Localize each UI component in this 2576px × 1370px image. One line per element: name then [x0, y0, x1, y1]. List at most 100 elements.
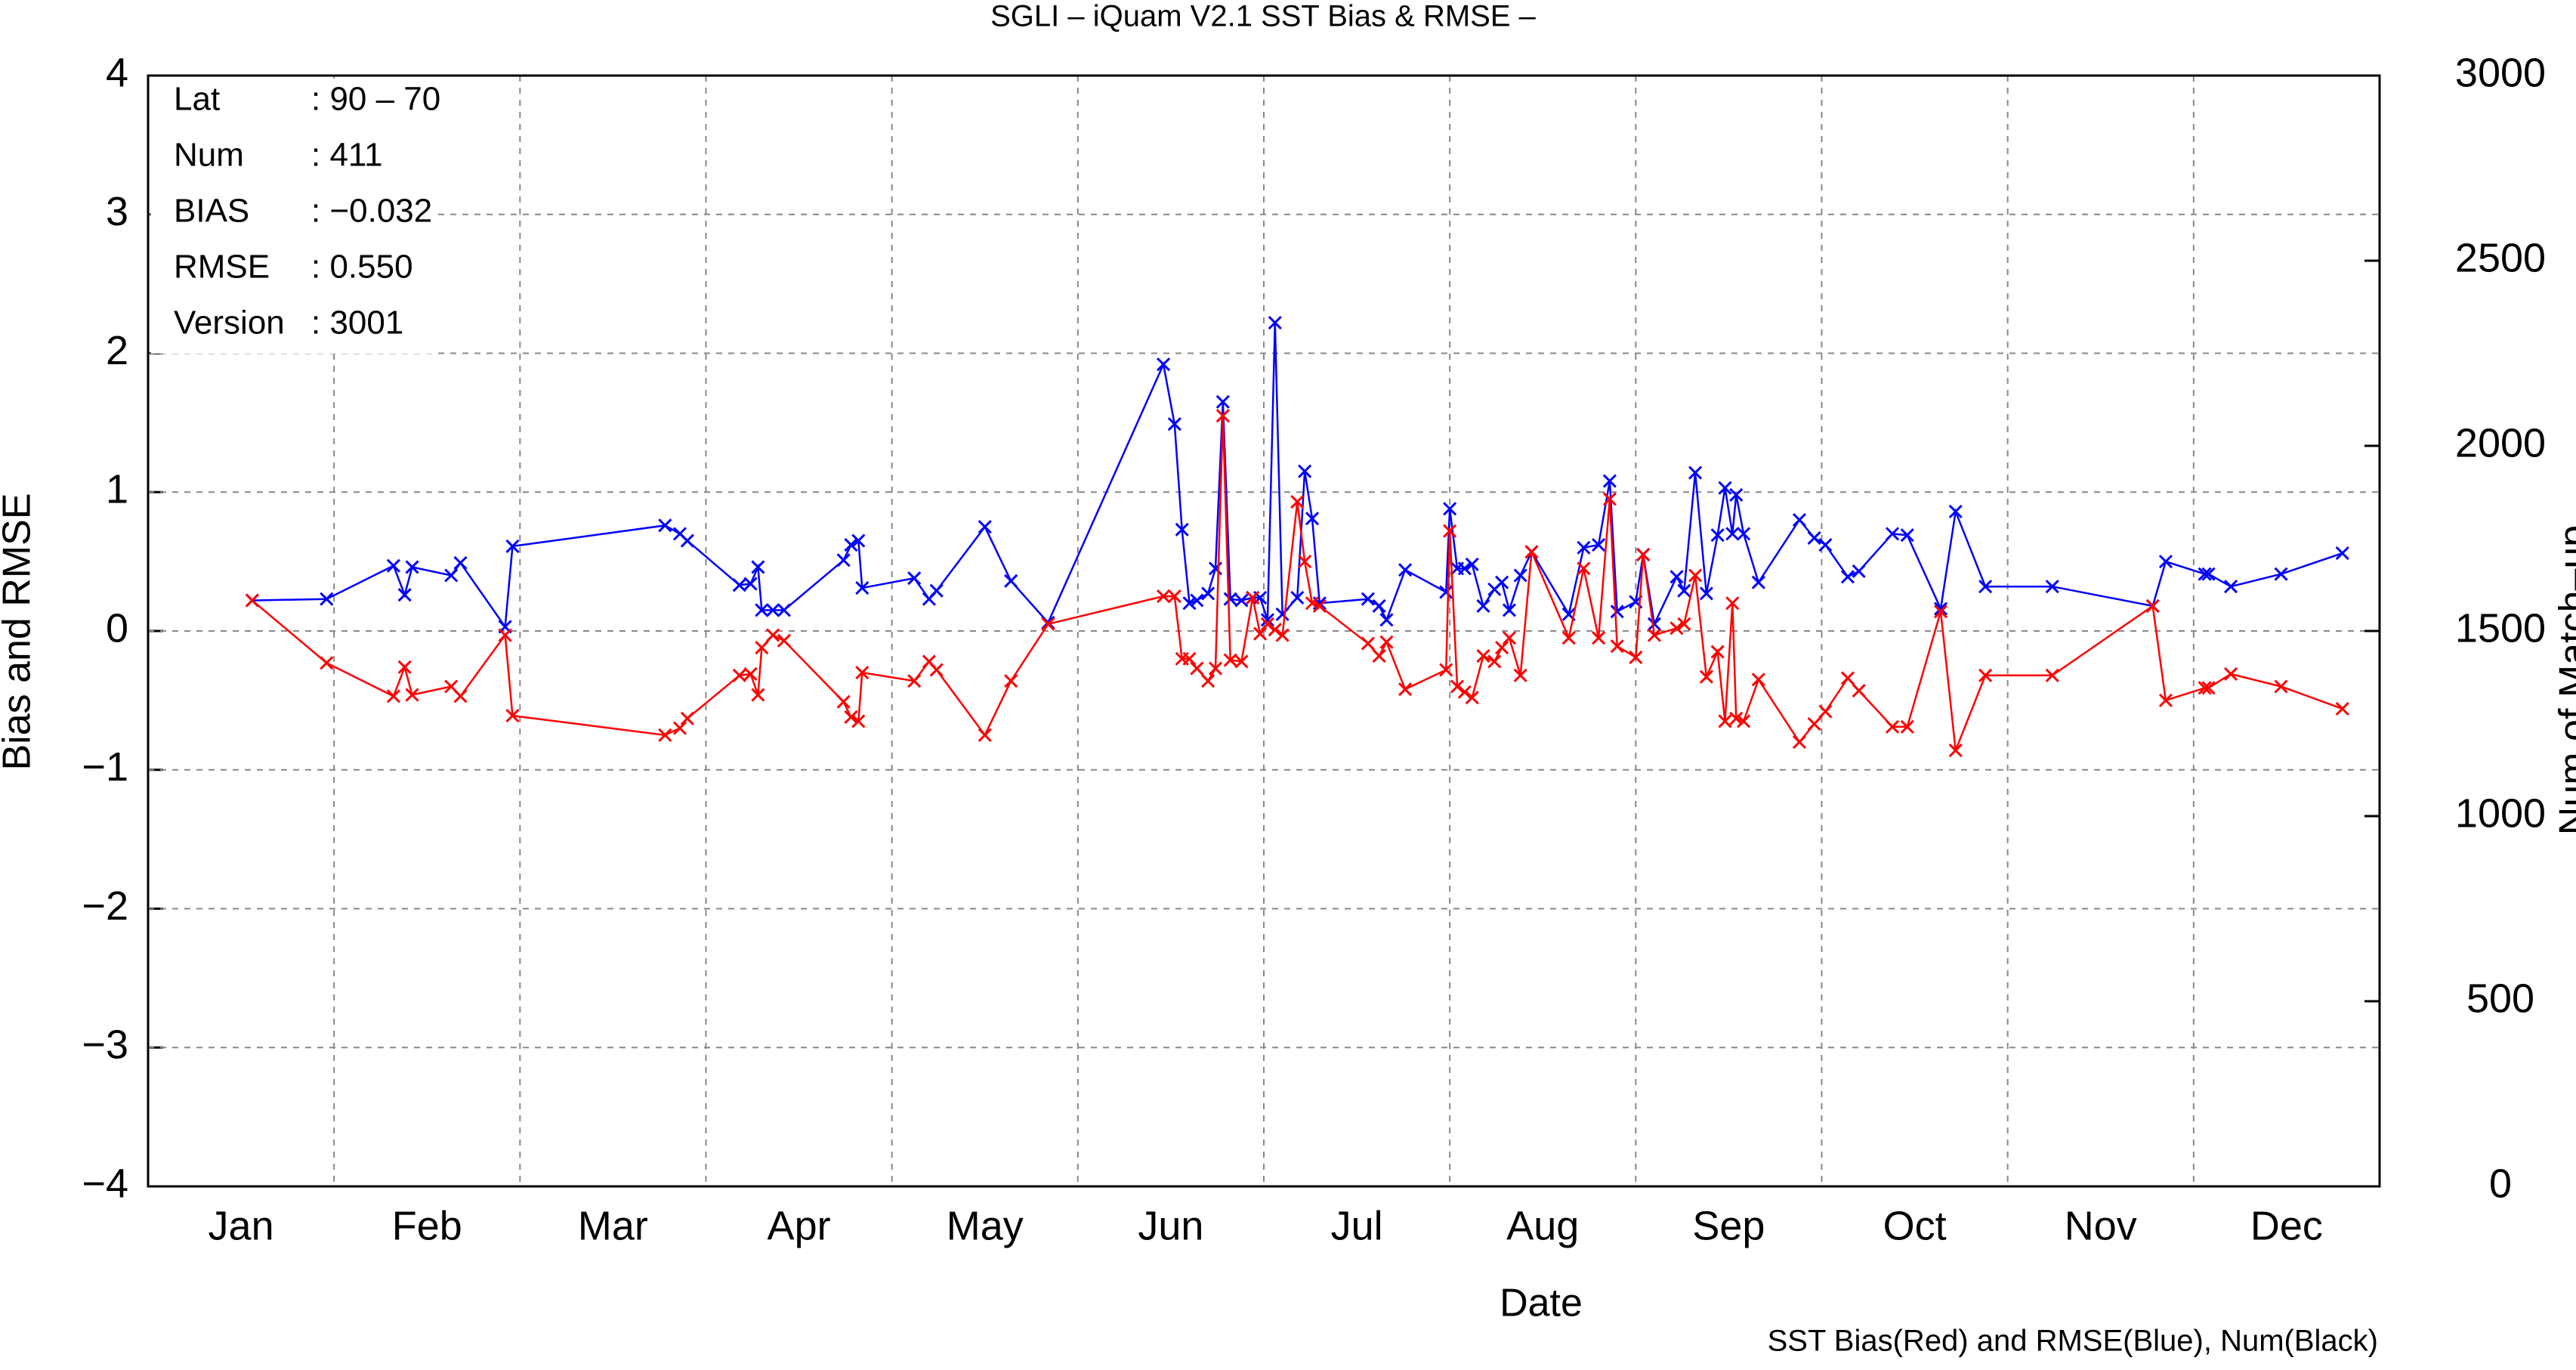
point-marker	[851, 714, 866, 728]
y2-tick-label: 1000	[2455, 790, 2546, 836]
point-marker	[2224, 580, 2238, 594]
point-marker	[1710, 528, 1725, 543]
point-marker	[2045, 580, 2059, 594]
y-tick-label: 2	[106, 328, 128, 373]
footer-note: SST Bias(Red) and RMSE(Blue), Num(Black)	[1768, 1325, 2378, 1358]
point-marker	[1840, 570, 1855, 584]
y-tick-label: −2	[82, 883, 128, 929]
point-marker	[1476, 598, 1490, 613]
point-marker	[1361, 592, 1375, 606]
point-marker	[1379, 613, 1394, 627]
point-marker	[1592, 538, 1606, 552]
point-marker	[1636, 547, 1651, 561]
annotation-value: : −0.032	[311, 193, 432, 230]
point-marker	[1190, 661, 1204, 676]
point-marker	[1268, 316, 1282, 330]
x-tick-label: Jan	[208, 1203, 274, 1248]
point-marker	[1004, 674, 1018, 688]
point-marker	[1688, 568, 1703, 583]
point-marker	[1948, 504, 1963, 519]
point-marker	[1699, 586, 1713, 601]
point-marker	[1669, 570, 1684, 584]
point-marker	[755, 640, 769, 655]
point-marker	[929, 583, 944, 598]
point-marker	[1215, 394, 1230, 409]
point-marker	[1513, 668, 1527, 682]
point-marker	[1978, 668, 1993, 682]
point-marker	[1933, 602, 1948, 616]
x-tick-label: Oct	[1883, 1203, 1947, 1248]
point-marker	[1647, 617, 1662, 631]
point-marker	[1792, 512, 1807, 527]
point-marker	[1577, 561, 1591, 576]
point-marker	[1290, 495, 1305, 509]
point-marker	[743, 666, 758, 682]
point-marker	[766, 603, 780, 617]
point-marker	[978, 728, 992, 742]
point-marker	[1439, 585, 1453, 599]
point-marker	[1978, 580, 1993, 594]
x-tick-label: Jul	[1331, 1203, 1383, 1248]
y2-tick-label: 2000	[2455, 420, 2546, 465]
point-marker	[397, 660, 412, 674]
point-marker	[386, 558, 401, 573]
x-tick-label: Sep	[1692, 1203, 1765, 1248]
point-marker	[751, 560, 765, 574]
point-marker	[672, 721, 687, 735]
annotation-key: Version	[174, 305, 285, 342]
point-marker	[1852, 683, 1866, 698]
point-marker	[245, 593, 259, 608]
point-marker	[680, 711, 694, 725]
point-marker	[1725, 596, 1740, 611]
point-marker	[1312, 598, 1327, 613]
point-marker	[1807, 530, 1821, 545]
point-marker	[2201, 681, 2216, 695]
point-marker	[978, 520, 992, 534]
point-marker	[1677, 583, 1691, 598]
y-tick-label: −1	[82, 744, 128, 790]
point-marker	[1439, 663, 1453, 677]
point-marker	[2145, 598, 2160, 613]
point-marker	[386, 689, 401, 704]
point-marker	[1157, 589, 1171, 604]
point-marker	[405, 560, 419, 574]
point-marker	[405, 688, 419, 702]
point-marker	[1751, 575, 1765, 589]
point-marker	[1487, 654, 1502, 669]
y2-axis-label: Num of Match–up	[2552, 525, 2576, 835]
point-marker	[851, 533, 866, 548]
point-marker	[1268, 623, 1282, 637]
point-marker	[453, 555, 468, 571]
point-marker	[1818, 538, 1833, 552]
point-marker	[929, 663, 944, 677]
point-marker	[658, 518, 672, 533]
point-marker	[658, 728, 672, 742]
point-marker	[836, 694, 851, 709]
point-marker	[2335, 546, 2349, 561]
point-marker	[453, 689, 468, 704]
point-marker	[1476, 649, 1490, 663]
point-marker	[1398, 682, 1413, 697]
point-marker	[498, 628, 512, 642]
point-marker	[505, 539, 520, 553]
point-marker	[320, 592, 334, 606]
point-marker	[1495, 575, 1509, 589]
point-marker	[1725, 527, 1740, 541]
plot-frame	[147, 74, 2381, 1188]
point-marker	[1182, 651, 1197, 666]
point-marker	[1513, 568, 1527, 583]
point-marker	[732, 578, 746, 592]
annotation-key: Num	[174, 137, 244, 174]
y-tick-label: 0	[106, 605, 128, 651]
annotation-value: : 90 – 70	[311, 81, 440, 118]
point-marker	[2274, 567, 2288, 581]
point-marker	[444, 568, 459, 583]
point-marker	[1465, 691, 1479, 705]
point-marker	[844, 710, 858, 724]
point-marker	[1699, 670, 1713, 684]
point-marker	[1502, 631, 1517, 645]
y-tick-label: 4	[106, 50, 128, 95]
point-marker	[907, 674, 922, 688]
point-marker	[1524, 545, 1539, 559]
